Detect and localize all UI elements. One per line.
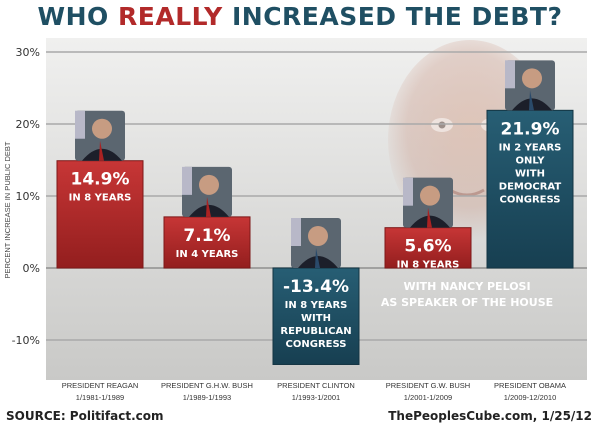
bar-0 — [56, 160, 144, 269]
data-label-value: 21.9% — [501, 119, 560, 139]
bar-3 — [384, 227, 472, 269]
data-label-line: WITH — [301, 313, 331, 324]
data-label-line: IN 8 YEARS — [69, 193, 132, 204]
data-label-value: 5.6% — [404, 237, 451, 257]
credit-footer: ThePeoplesCube.com, 1/25/12 — [388, 409, 592, 423]
data-label-line: IN 4 YEARS — [176, 249, 239, 260]
y-axis-label: PERCENT INCREASE IN PUBLIC DEBT — [3, 141, 12, 278]
title-accent: REALLY — [118, 2, 223, 31]
data-label-value: 14.9% — [71, 170, 130, 190]
y-tick-label: 30% — [16, 46, 40, 59]
category-label: PRESIDENT G.H.W. BUSH — [161, 381, 253, 390]
data-label-line: IN 8 YEARS — [397, 260, 460, 271]
category-dates: 1/2009-12/2010 — [504, 393, 557, 402]
president-portrait-4 — [505, 60, 555, 111]
chart-title: WHO REALLY INCREASED THE DEBT? — [0, 2, 600, 31]
category-label: PRESIDENT CLINTON — [277, 381, 355, 390]
data-label-line: DEMOCRAT — [499, 181, 562, 192]
data-label-line: CONGRESS — [286, 339, 347, 350]
data-label-line: WITH — [515, 168, 545, 179]
data-label-value: 7.1% — [183, 226, 230, 246]
president-portrait-0 — [75, 110, 125, 161]
data-label-line: IN 8 YEARS — [285, 300, 348, 311]
y-tick-label: 0% — [23, 262, 40, 275]
category-label: PRESIDENT REAGAN — [62, 381, 139, 390]
y-tick-label: 20% — [16, 118, 40, 131]
y-tick-label: -10% — [12, 334, 40, 347]
title-part-1: WHO — [37, 2, 119, 31]
title-part-2: INCREASED THE DEBT? — [222, 2, 563, 31]
data-label-line: CONGRESS — [500, 194, 561, 205]
president-portrait-3 — [403, 177, 453, 228]
source-footer: SOURCE: Politifact.com — [6, 409, 164, 423]
data-label-line: REPUBLICAN — [280, 326, 351, 337]
category-label: PRESIDENT G.W. BUSH — [386, 381, 470, 390]
category-dates: 1/1981-1/1989 — [76, 393, 124, 402]
bar-4 — [486, 109, 574, 269]
president-portrait-2 — [291, 218, 341, 268]
president-portrait-1 — [182, 166, 232, 217]
overlay-annotation: WITH NANCY PELOSI — [403, 280, 530, 293]
bar-1 — [163, 216, 251, 269]
y-tick-label: 10% — [16, 190, 40, 203]
category-dates: 1/1993-1/2001 — [292, 393, 340, 402]
category-dates: 1/2001-1/2009 — [404, 393, 452, 402]
bar-2 — [272, 267, 360, 365]
category-label: PRESIDENT OBAMA — [494, 381, 566, 390]
data-label-line: ONLY — [516, 155, 546, 166]
category-dates: 1/1989-1/1993 — [183, 393, 231, 402]
data-label-value: -13.4% — [283, 277, 349, 297]
data-label-line: IN 2 YEARS — [499, 142, 562, 153]
overlay-annotation: AS SPEAKER OF THE HOUSE — [381, 296, 553, 309]
